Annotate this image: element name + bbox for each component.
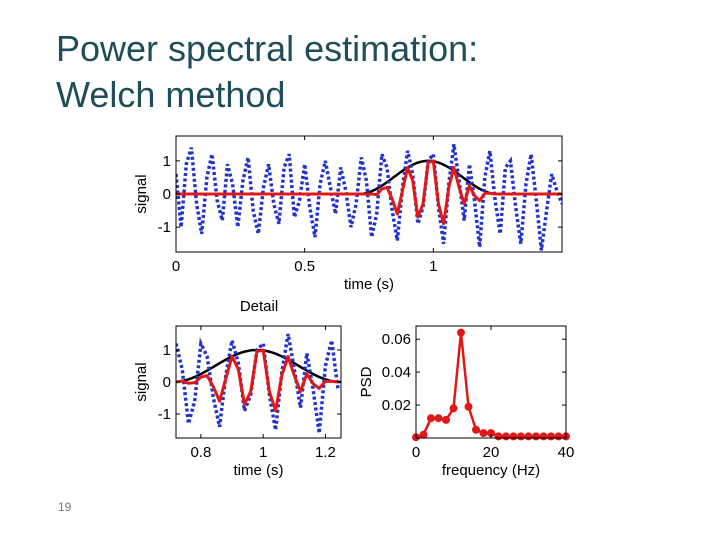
psd-marker [449, 404, 458, 413]
x-tick-label: 0 [172, 258, 180, 275]
page-number: 19 [58, 500, 72, 514]
plot-area [176, 333, 341, 434]
chart-panel-3 [412, 325, 570, 442]
y-tick-label: 1 [163, 153, 171, 170]
psd-marker [554, 432, 563, 441]
psd-marker [464, 402, 473, 411]
y-tick-label: 0.02 [382, 397, 411, 414]
y-tick-label: 1 [163, 342, 171, 359]
signal-line [176, 333, 340, 434]
psd-marker [442, 415, 450, 424]
plot-area [176, 144, 562, 251]
y-tick-label: -1 [158, 406, 171, 423]
psd-marker [487, 429, 495, 438]
y-axis-label: PSD [358, 366, 375, 397]
psd-marker [524, 432, 533, 441]
windowed-signal-line [176, 348, 339, 413]
psd-marker [457, 328, 465, 337]
x-tick-label: 0.8 [190, 444, 211, 461]
y-axis-label: signal [133, 362, 150, 401]
y-tick-label: 0 [163, 186, 171, 203]
y-tick-label: -1 [158, 219, 171, 236]
psd-marker [494, 432, 503, 441]
chart-panel-2 [175, 325, 342, 439]
signal-line [176, 144, 562, 251]
slide-title: Power spectral estimation: Welch method [56, 26, 478, 118]
y-tick-label: 0.04 [382, 364, 411, 381]
psd-marker [427, 414, 435, 423]
y-tick-label: 0 [163, 374, 171, 391]
x-tick-label: 1 [429, 258, 437, 275]
y-tick-label: 0.06 [382, 331, 411, 348]
chart-panel-1 [175, 135, 563, 253]
x-tick-label: 1.2 [315, 444, 336, 461]
x-tick-label: 1 [259, 444, 267, 461]
x-tick-label: 0.5 [294, 258, 315, 275]
psd-marker [539, 432, 548, 441]
x-axis-label: time (s) [344, 276, 394, 293]
y-axis-label: signal [133, 174, 150, 213]
psd-marker [419, 430, 428, 439]
windowed-signal-line [176, 159, 562, 226]
psd-marker [517, 432, 525, 441]
x-tick-label: 40 [558, 444, 575, 461]
x-axis-label: time (s) [234, 462, 284, 479]
psd-marker [532, 432, 540, 441]
chart-title: Detail [240, 298, 278, 315]
psd-marker [434, 414, 443, 423]
psd-marker [479, 429, 488, 438]
slide-title-line-1: Power spectral estimation: [56, 28, 479, 69]
psd-marker [509, 432, 518, 441]
x-tick-label: 0 [412, 444, 420, 461]
slide-title-line-2: Welch method [56, 74, 286, 115]
psd-marker [547, 432, 555, 441]
x-axis-label: frequency (Hz) [442, 462, 540, 479]
psd-marker [472, 425, 480, 434]
x-tick-label: 20 [483, 444, 500, 461]
psd-marker [502, 432, 510, 441]
